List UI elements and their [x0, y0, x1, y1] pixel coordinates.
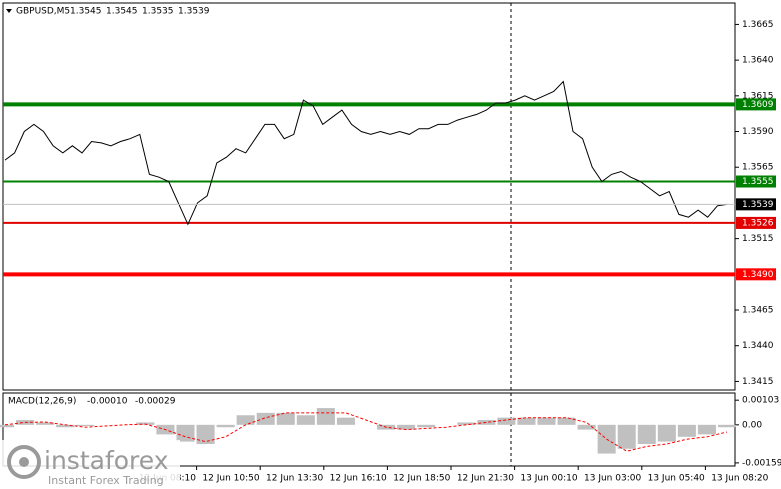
macd-readout-value: -0.00010 [87, 397, 128, 407]
macd-bar [176, 424, 195, 442]
level-label-bg [736, 216, 776, 229]
x-tick-label: 13 Jun 00:10 [520, 474, 577, 484]
macd-bar [76, 424, 95, 427]
level-label: 1.3526 [742, 218, 774, 228]
macd-bar [336, 417, 355, 425]
x-tick-label: 12 Jun 10:50 [202, 474, 259, 484]
macd-bar [196, 424, 215, 444]
y-tick-label: 1.3615 [742, 91, 774, 101]
watermark-icon-dot [19, 457, 29, 467]
y-tick-label: 1.3465 [742, 306, 774, 316]
watermark-brand: instaforex [44, 446, 169, 475]
y-tick-label: 1.3665 [742, 20, 774, 30]
y-tick-label: 1.3590 [742, 127, 774, 137]
x-tick-label: 12 Jun 18:50 [393, 474, 450, 484]
macd-bar [216, 424, 235, 428]
price-line [4, 80, 728, 226]
macd-bar [457, 422, 476, 425]
macd-bar [296, 415, 315, 425]
x-tick-label: 12 Jun 13:30 [266, 474, 323, 484]
level-label: 1.3555 [742, 177, 774, 187]
macd-bar [537, 417, 556, 425]
ohlc-value: 1.3545 [106, 7, 138, 17]
macd-bar [617, 424, 636, 449]
symbol-marker [6, 9, 12, 13]
y-tick-label: -0.00159 [742, 458, 781, 468]
macd-title: MACD(12,26,9) [8, 397, 76, 407]
level-label-bg [736, 268, 776, 281]
macd-bar [717, 424, 737, 428]
macd-signal [4, 412, 728, 452]
macd-bar [557, 417, 576, 425]
macd-bar [577, 424, 596, 430]
macd-bar [417, 424, 436, 428]
y-tick-label: 1.3440 [742, 341, 774, 351]
macd-bar [276, 412, 295, 425]
x-tick-label: 13 Jun 05:40 [648, 474, 705, 484]
macd-bar [677, 424, 696, 437]
y-tick-label: 0.00 [742, 420, 762, 430]
x-tick-label: 13 Jun 03:00 [584, 474, 641, 484]
ohlc-value: 1.3535 [142, 7, 174, 17]
macd-bar [497, 417, 516, 425]
y-tick-label: 1.3640 [742, 56, 774, 66]
level-label-bg [736, 175, 776, 188]
level-label: 1.3490 [742, 270, 774, 280]
macd-panel [2, 392, 736, 467]
current-price-bg [736, 198, 776, 211]
ohlc-value: 1.3539 [178, 7, 210, 17]
y-tick-label: 1.3515 [742, 234, 774, 244]
macd-bar [477, 420, 496, 425]
level-label-bg [736, 98, 776, 111]
macd-bar [236, 415, 255, 425]
macd-readout-value: -0.00029 [135, 397, 176, 407]
macd-bar [397, 424, 416, 430]
y-tick-label: 1.3565 [742, 163, 774, 173]
macd-bar [637, 424, 656, 444]
macd-bar [0, 424, 15, 428]
x-tick-label: 12 Jun 21:30 [457, 474, 514, 484]
level-label: 1.3609 [742, 100, 774, 110]
current-price-label: 1.3539 [742, 200, 774, 210]
macd-bar [657, 424, 676, 442]
watermark-icon [7, 445, 41, 479]
macd-bar [36, 422, 55, 425]
macd-bar [256, 412, 275, 425]
x-tick-label: 12 Jun 16:10 [330, 474, 387, 484]
x-tick-label: 13 Jun 08:20 [711, 474, 768, 484]
macd-bar [316, 408, 335, 425]
ohlc-value: 1.3545 [70, 7, 102, 17]
watermark-tagline: Instant Forex Trading [48, 474, 164, 487]
macd-bar [56, 424, 75, 428]
y-tick-label: 1.3415 [742, 377, 774, 387]
price-panel [2, 2, 736, 391]
y-tick-label: 0.00103 [742, 396, 779, 406]
symbol: GBPUSD,M5 [16, 7, 70, 17]
macd-bar [697, 424, 716, 435]
macd-bar [517, 417, 536, 425]
